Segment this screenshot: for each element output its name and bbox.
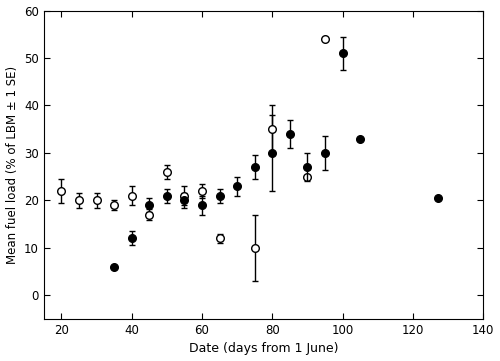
Y-axis label: Mean fuel load (% of LBM ± 1 SE): Mean fuel load (% of LBM ± 1 SE) (6, 66, 18, 264)
X-axis label: Date (days from 1 June): Date (days from 1 June) (189, 343, 338, 356)
